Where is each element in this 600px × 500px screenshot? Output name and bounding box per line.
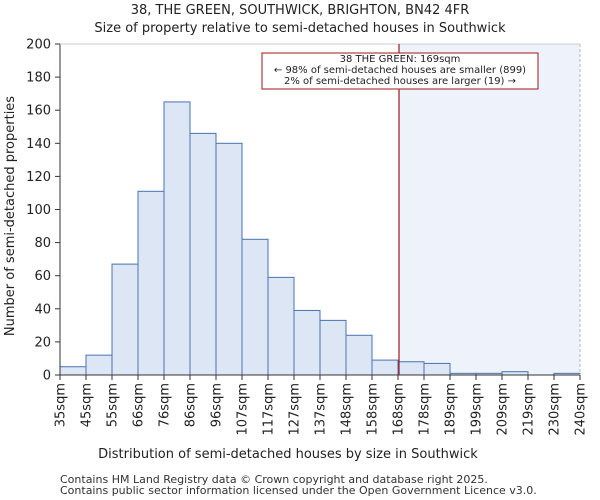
x-tick-label: 96sqm bbox=[210, 383, 225, 427]
histogram-bar bbox=[163, 101, 191, 376]
histogram-bar bbox=[345, 334, 373, 376]
histogram-bar bbox=[293, 309, 321, 376]
annotation-smaller: ← 98% of semi-detached houses are smalle… bbox=[274, 65, 526, 76]
histogram-bar bbox=[59, 366, 87, 376]
annotation-larger: 2% of semi-detached houses are larger (1… bbox=[284, 76, 516, 87]
chart-subtitle: Size of property relative to semi-detach… bbox=[94, 21, 506, 36]
annotation-title: 38 THE GREEN: 169sqm bbox=[340, 54, 461, 65]
annotation-box bbox=[261, 52, 539, 90]
y-tick-label: 120 bbox=[26, 170, 51, 185]
x-axis-label: Distribution of semi-detached houses by … bbox=[98, 447, 478, 462]
x-tick-label: 137sqm bbox=[314, 383, 329, 436]
histogram-bar bbox=[111, 263, 139, 376]
y-axis-label: Number of semi-detached properties bbox=[3, 96, 18, 336]
chart-title: 38, THE GREEN, SOUTHWICK, BRIGHTON, BN42… bbox=[131, 3, 470, 18]
histogram-bar bbox=[215, 142, 243, 376]
histogram-bar bbox=[85, 354, 113, 376]
y-tick-label: 140 bbox=[26, 137, 51, 152]
histogram-bar bbox=[137, 190, 165, 376]
y-tick-label: 100 bbox=[26, 203, 51, 218]
x-tick-label: 148sqm bbox=[340, 383, 355, 436]
footer-licence: Contains public sector information licen… bbox=[60, 484, 537, 497]
y-tick-label: 180 bbox=[26, 71, 51, 86]
x-tick-label: 158sqm bbox=[366, 383, 381, 436]
histogram-bar bbox=[423, 362, 451, 376]
y-tick-label: 40 bbox=[34, 302, 51, 317]
x-tick-label: 240sqm bbox=[574, 383, 589, 436]
highlight-region bbox=[399, 44, 580, 375]
x-tick-label: 45sqm bbox=[80, 383, 95, 427]
histogram-bar bbox=[267, 276, 295, 376]
x-tick-label: 199sqm bbox=[470, 383, 485, 436]
y-tick-label: 0 bbox=[43, 369, 51, 384]
y-tick-label: 80 bbox=[34, 236, 51, 251]
x-tick-label: 35sqm bbox=[54, 383, 69, 427]
x-tick-label: 76sqm bbox=[158, 383, 173, 427]
x-tick-label: 66sqm bbox=[132, 383, 147, 427]
histogram-bar bbox=[397, 361, 425, 376]
x-tick-label: 209sqm bbox=[496, 383, 511, 436]
footer-copyright: Contains HM Land Registry data © Crown c… bbox=[60, 473, 488, 486]
x-tick-label: 86sqm bbox=[184, 383, 199, 427]
y-tick-label: 200 bbox=[26, 38, 51, 53]
histogram-bar bbox=[241, 238, 269, 376]
x-tick-label: 55sqm bbox=[106, 383, 121, 427]
x-tick-label: 189sqm bbox=[444, 383, 459, 436]
x-tick-label: 219sqm bbox=[522, 383, 537, 436]
histogram-bar bbox=[371, 359, 399, 376]
histogram-bar bbox=[189, 132, 217, 376]
y-tick-label: 160 bbox=[26, 104, 51, 119]
x-tick-label: 117sqm bbox=[262, 383, 277, 436]
x-tick-label: 168sqm bbox=[392, 383, 407, 436]
histogram-bar bbox=[319, 319, 347, 376]
x-tick-label: 107sqm bbox=[236, 383, 251, 436]
x-tick-label: 127sqm bbox=[288, 383, 303, 436]
x-tick-label: 178sqm bbox=[418, 383, 433, 436]
y-tick-label: 20 bbox=[34, 335, 51, 350]
x-tick-label: 230sqm bbox=[548, 383, 563, 436]
y-tick-label: 60 bbox=[34, 269, 51, 284]
